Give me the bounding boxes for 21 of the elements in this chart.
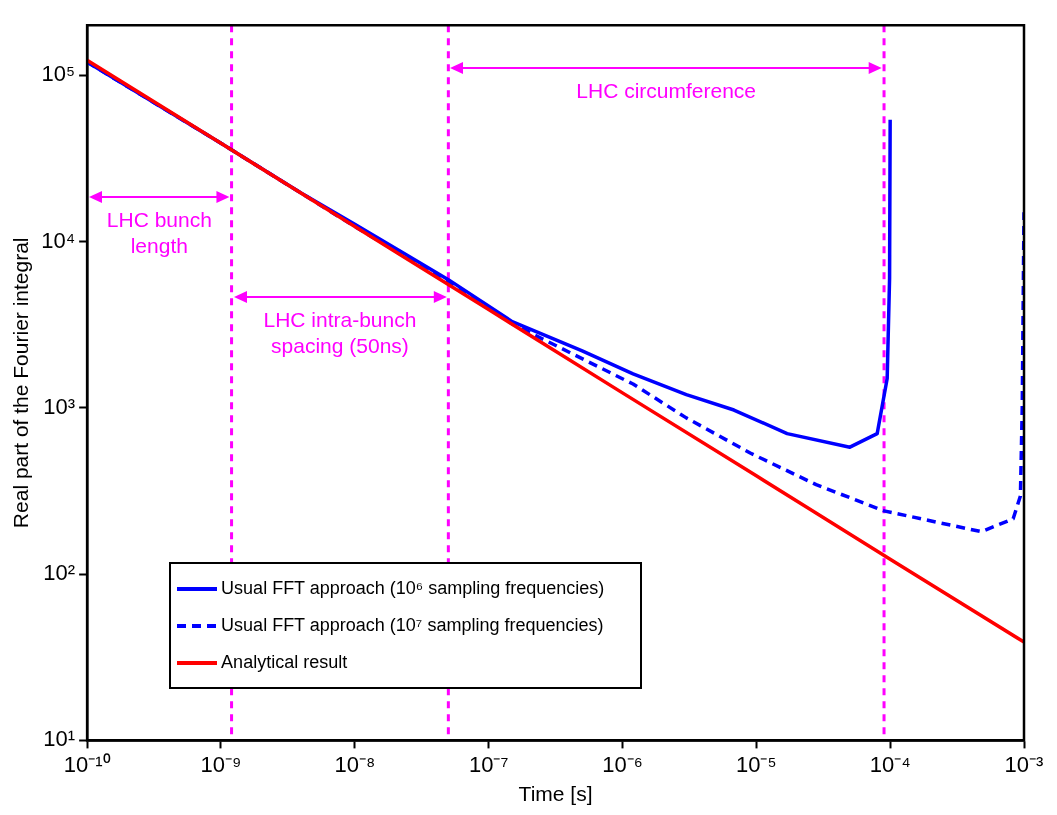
y-tick-label: 10¹ — [43, 726, 76, 752]
y-tick-label: 10² — [43, 560, 76, 586]
y-tick-label: 10⁴ — [41, 227, 76, 253]
annotation: LHC circumference — [575, 78, 758, 105]
annotation: LHC bunch length — [105, 206, 213, 259]
y-tick-label: 10³ — [43, 393, 76, 419]
x-tick-label: 10⁻⁶ — [602, 751, 643, 777]
y-tick-label: 10⁵ — [41, 61, 76, 87]
x-tick-label: 10⁻³ — [1004, 751, 1044, 777]
x-tick-label: 10⁻⁷ — [468, 751, 509, 777]
legend-label: Analytical result — [221, 652, 348, 674]
x-tick-label: 10⁻⁹ — [200, 751, 242, 777]
legend-label: Usual FFT approach (10⁷ sampling frequencies) — [221, 615, 604, 637]
x-tick-label: 10⁻⁸ — [334, 751, 376, 777]
x-axis-title: Time [s] — [518, 782, 593, 806]
annotation: LHC intra-bunch spacing (50ns) — [262, 306, 418, 359]
y-axis-title: Real part of the Fourier integral — [9, 237, 33, 529]
x-tick-label: 10⁻¹⁰ — [63, 751, 111, 777]
x-tick-label: 10⁻⁴ — [869, 751, 911, 777]
legend-label: Usual FFT approach (10⁶ sampling frequencies) — [221, 578, 605, 600]
x-tick-label: 10⁻⁵ — [736, 751, 777, 777]
